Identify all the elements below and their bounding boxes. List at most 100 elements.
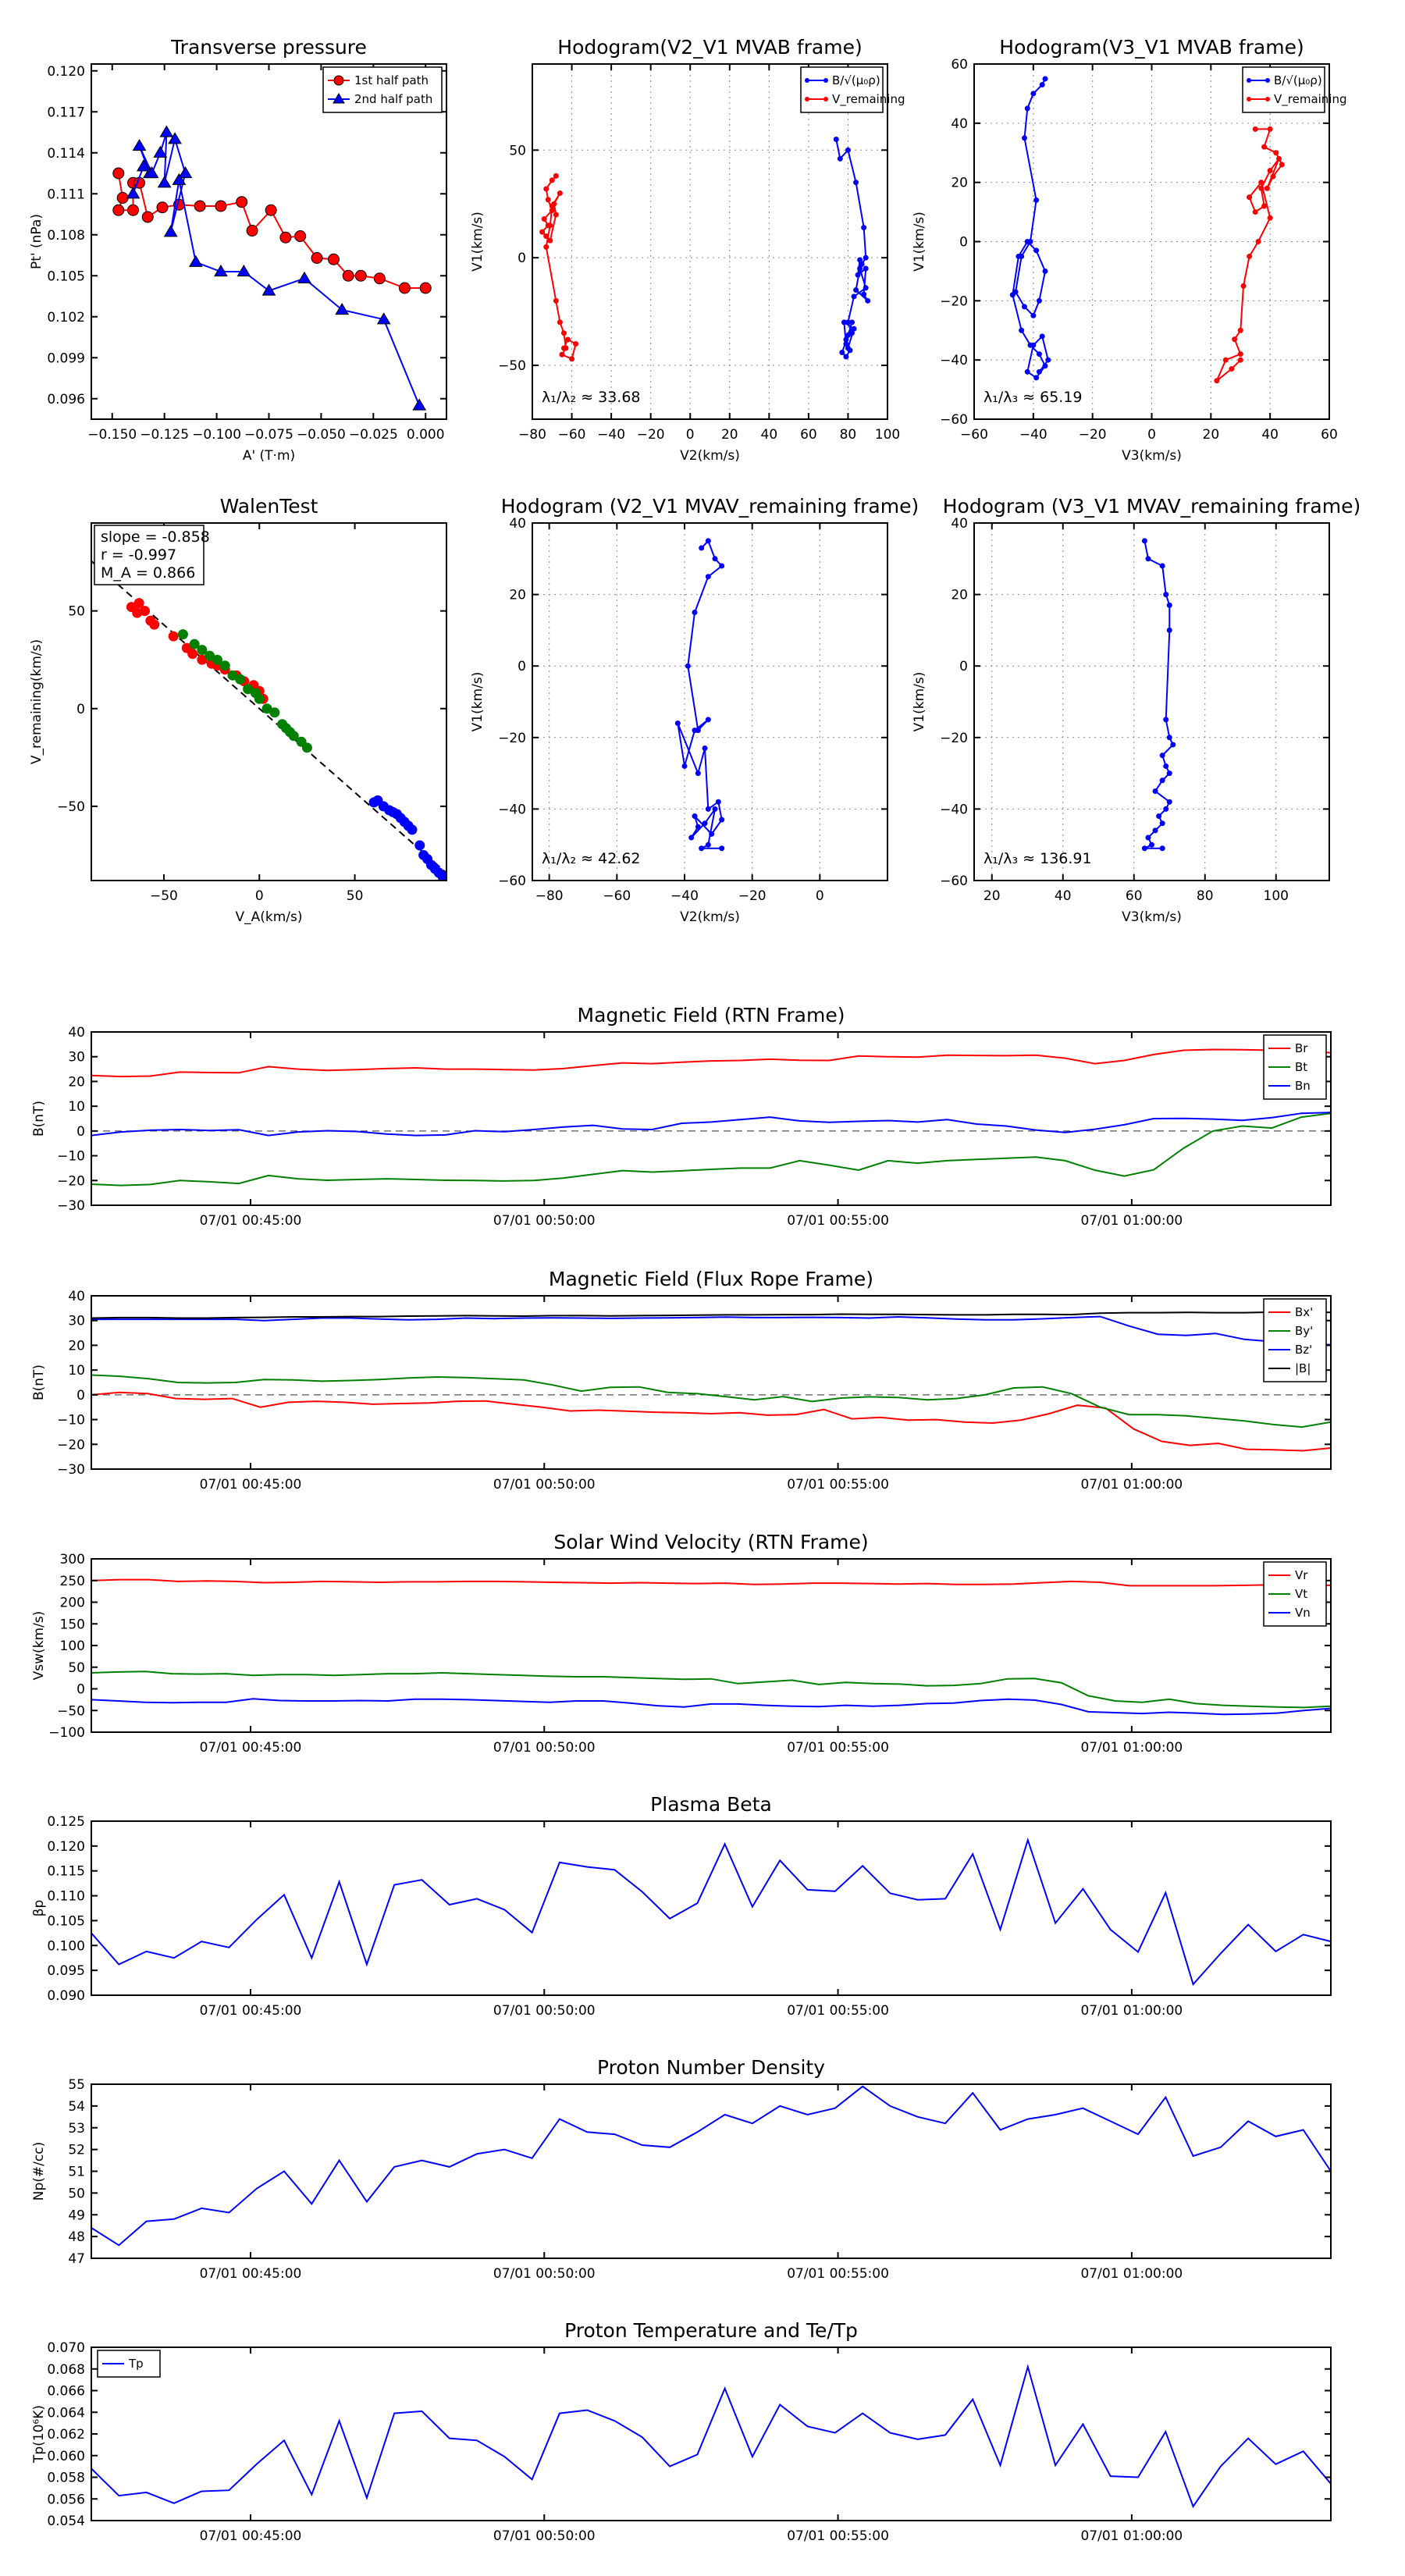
data-point [1222,357,1229,363]
data-point [719,817,725,823]
data-point [847,347,853,354]
data-point [853,287,859,294]
data-point [141,211,154,223]
y-tick-label: 0.125 [47,1814,85,1830]
data-point [1163,763,1169,769]
series-Bt [91,1112,1331,1187]
data-point [851,326,857,332]
chart-p10: Plasma Beta 07/01 00:45:00 07/01 00:50:00 0… [31,1793,1332,2019]
series-line [91,1315,1331,1346]
fit-line [91,560,446,873]
y-tick-label: 0.060 [47,2449,85,2464]
data-point [543,233,550,240]
series-beta [91,1837,1331,1986]
data-point [851,294,857,300]
series-line [91,1670,1331,1709]
data-point [373,272,386,285]
data-point [699,845,705,852]
data-point [189,639,200,649]
series-V_remaining [539,173,579,362]
legend-label: B/√(μ₀ρ) [1274,73,1322,87]
y-tick-label: 53 [68,2121,85,2137]
x-tick-label: 07/01 01:00:00 [1080,1740,1183,1756]
plot-frame [91,1031,1332,1206]
plot-frame [532,522,888,881]
chart-title: Proton Number Density [597,2056,825,2079]
data-point [254,693,265,704]
data-point [692,610,698,615]
y-tick-label: −20 [940,731,968,746]
data-point [439,873,446,881]
data-point [412,398,427,411]
data-point [1163,806,1169,812]
y-tick-label: −20 [57,1437,85,1453]
data-point [685,663,691,669]
data-point [549,208,555,214]
data-point [1237,327,1243,333]
data-point [235,674,246,685]
chart-title: Magnetic Field (RTN Frame) [578,1004,845,1026]
x-tick-label: 0 [1147,427,1156,443]
data-point [1264,185,1270,191]
x-tick-label: 07/01 01:00:00 [1080,1477,1183,1493]
data-point [126,187,140,199]
data-point [1240,283,1247,289]
y-tick-label: 54 [68,2099,85,2115]
y-tick-label: −100 [48,1725,85,1741]
y-axis-label: Tp(10⁶K) [31,2405,47,2464]
data-point [1016,253,1022,259]
data-point [1159,777,1165,784]
series-line [91,1112,1331,1187]
chart-p9: Solar Wind Velocity (RTN Frame) 07/01 00:… [31,1531,1332,1756]
data-point [861,225,867,231]
y-tick-label: −50 [498,358,526,374]
x-axis-label: V3(km/s) [1122,909,1182,925]
x-tick-label: −20 [637,427,665,443]
series-line [91,1391,1331,1452]
y-axis-label: V1(km/s) [470,212,486,272]
chart-p4: WalenTest −50 0 50 −50 0 50 V_A(km/s) V_remainin… [29,495,447,925]
data-point [1258,185,1264,191]
x-tick-label: 60 [1321,427,1338,443]
y-tick-label: 20 [951,176,968,191]
data-point [1261,203,1268,209]
legend-marker [805,97,809,101]
data-point [553,297,559,304]
data-point [1159,563,1165,569]
data-point [1166,627,1172,633]
data-point [1021,304,1027,310]
data-point [212,654,222,665]
data-point [863,254,869,261]
series-line [1012,78,1049,379]
x-tick-label: 50 [347,888,364,904]
x-tick-label: 07/01 00:50:00 [493,2003,596,2019]
x-tick-label: 0 [816,888,824,904]
series-line [91,2364,1331,2509]
x-tick-label: 07/01 01:00:00 [1080,2528,1183,2544]
data-point [172,173,187,185]
data-point [549,203,555,209]
data-point [1045,357,1051,363]
y-tick-label: −50 [57,1703,85,1719]
chart-title: WalenTest [220,495,318,518]
y-tick-label: 0.108 [47,228,85,244]
x-tick-label: −80 [518,427,546,443]
y-tick-label: 0.102 [47,310,85,326]
x-axis-label: V3(km/s) [1122,448,1182,464]
series-By' [91,1374,1331,1429]
y-tick-label: 50 [68,2186,85,2201]
data-point [539,229,546,235]
plot-frame [91,2083,1332,2259]
y-tick-label: 30 [68,1314,85,1329]
x-tick-label: 07/01 00:45:00 [200,2528,302,2544]
plot-frame [91,2347,1332,2521]
data-point [569,356,575,362]
legend-label: 2nd half path [354,92,432,106]
y-tick-label: 0.064 [47,2405,85,2421]
legend-box [800,66,884,113]
data-point [197,645,208,656]
legend-label: B/√(μ₀ρ) [832,73,880,87]
legend-label: Br [1295,1041,1308,1055]
data-point [1036,368,1042,375]
y-tick-label: −10 [57,1413,85,1429]
